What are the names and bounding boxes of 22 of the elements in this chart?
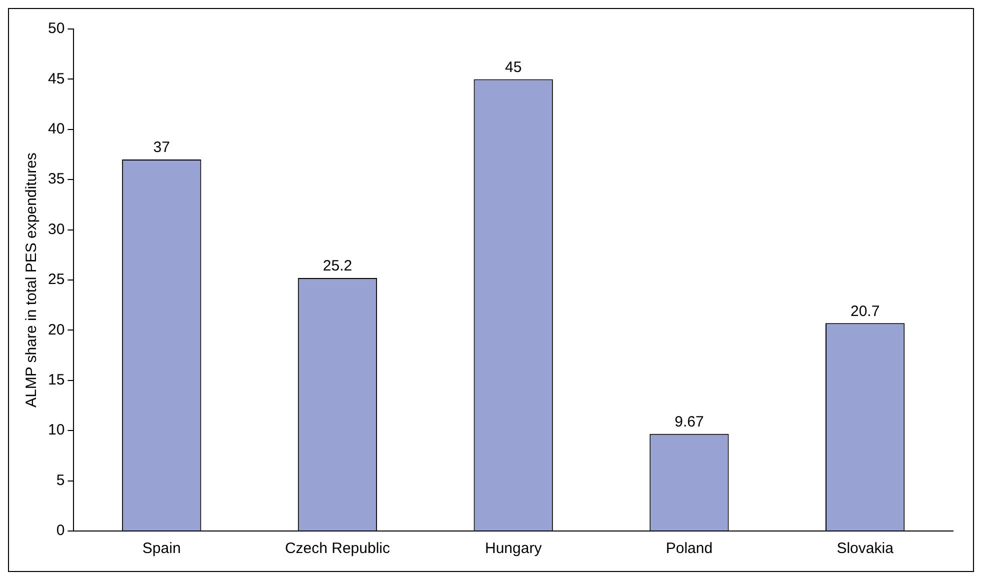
y-tick-label: 35 bbox=[48, 170, 65, 188]
y-tick-label: 20 bbox=[48, 321, 65, 338]
data-label: 9.67 bbox=[674, 414, 704, 431]
y-tick-label: 40 bbox=[48, 120, 65, 138]
x-tick-label: Czech Republic bbox=[284, 540, 390, 558]
y-tick-label: 45 bbox=[48, 70, 65, 88]
x-tick-label: Poland bbox=[666, 540, 713, 558]
x-tick-label: Slovakia bbox=[836, 540, 894, 558]
y-tick-label: 15 bbox=[48, 372, 65, 389]
y-tick-label: 25 bbox=[48, 271, 65, 288]
y-tick-label: 10 bbox=[48, 422, 65, 439]
data-label: 20.7 bbox=[850, 302, 880, 320]
y-tick-label: 50 bbox=[48, 20, 65, 38]
x-tick-label: Spain bbox=[142, 540, 181, 558]
y-tick-label: 5 bbox=[56, 472, 65, 489]
data-label: 45 bbox=[505, 58, 522, 76]
y-tick-label: 0 bbox=[56, 522, 65, 540]
y-tick-label: 30 bbox=[48, 220, 65, 238]
data-label: 25.2 bbox=[322, 258, 352, 275]
x-tick-label: Hungary bbox=[484, 540, 542, 558]
y-axis-title: ALMP share in total PES expenditures bbox=[23, 152, 40, 408]
data-label: 37 bbox=[153, 139, 170, 156]
